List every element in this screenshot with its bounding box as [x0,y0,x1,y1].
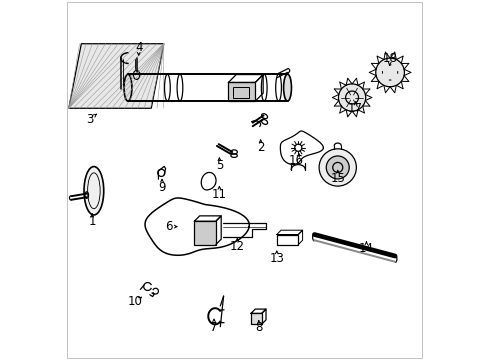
Bar [232,87,248,98]
Text: 9: 9 [158,181,165,194]
Text: 5: 5 [215,159,223,172]
Text: 15: 15 [329,172,345,185]
Circle shape [319,149,356,186]
Text: 4: 4 [135,41,142,54]
Ellipse shape [283,74,291,101]
Text: 14: 14 [358,242,373,255]
Circle shape [338,84,365,111]
Bar [276,234,298,244]
Bar [250,314,261,324]
Bar [228,82,255,101]
Text: 7: 7 [210,320,217,333]
Text: 18: 18 [382,51,396,64]
Ellipse shape [84,167,103,215]
Text: 16: 16 [288,154,304,167]
Text: 8: 8 [255,320,262,333]
Text: 1: 1 [88,215,96,228]
Ellipse shape [124,74,132,101]
Circle shape [375,58,404,87]
Text: 12: 12 [229,240,244,253]
Text: 3: 3 [86,113,94,126]
Bar [194,221,215,244]
Text: 13: 13 [269,252,284,265]
Text: 10: 10 [127,296,142,309]
Text: 11: 11 [211,188,226,201]
Circle shape [325,156,348,179]
Text: 17: 17 [347,102,363,115]
Polygon shape [69,44,163,108]
Text: 2: 2 [256,141,264,154]
Text: 6: 6 [165,220,173,233]
